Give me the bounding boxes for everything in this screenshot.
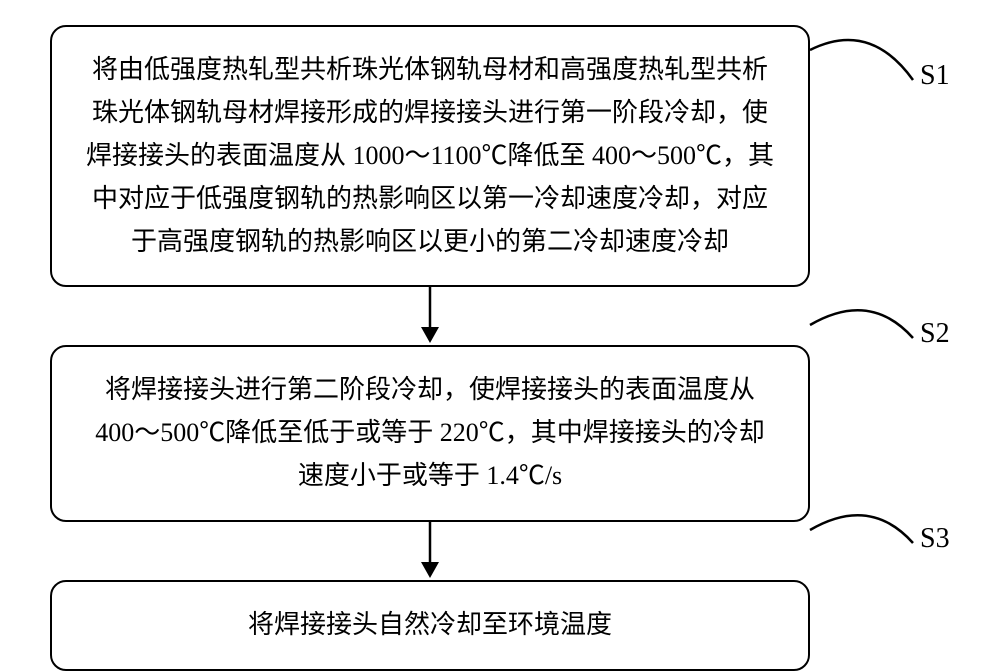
arrow-s2-s3 (415, 522, 445, 580)
step-text-s1: 将由低强度热轧型共析珠光体钢轨母材和高强度热轧型共析珠光体钢轨母材焊接形成的焊接… (84, 49, 776, 263)
step-box-s2: 将焊接接头进行第二阶段冷却，使焊接接头的表面温度从 400～500℃降低至低于或… (50, 345, 810, 522)
connector-curve-s2 (810, 310, 913, 338)
step-box-s1: 将由低强度热轧型共析珠光体钢轨母材和高强度热轧型共析珠光体钢轨母材焊接形成的焊接… (50, 25, 810, 287)
step-label-s2: S2 (920, 318, 950, 350)
step-label-s1: S1 (920, 60, 950, 92)
step-label-s3: S3 (920, 523, 950, 555)
step-box-s3: 将焊接接头自然冷却至环境温度 (50, 580, 810, 671)
step-text-s3: 将焊接接头自然冷却至环境温度 (248, 604, 612, 647)
flowchart-container: 将由低强度热轧型共析珠光体钢轨母材和高强度热轧型共析珠光体钢轨母材焊接形成的焊接… (50, 25, 810, 671)
arrow-s1-s2 (415, 287, 445, 345)
step-text-s2: 将焊接接头进行第二阶段冷却，使焊接接头的表面温度从 400～500℃降低至低于或… (84, 369, 776, 498)
arrow-down-icon (415, 522, 445, 580)
connector-curve-s3 (810, 515, 913, 543)
arrow-down-icon (415, 287, 445, 345)
connector-curve-s1 (810, 40, 913, 80)
